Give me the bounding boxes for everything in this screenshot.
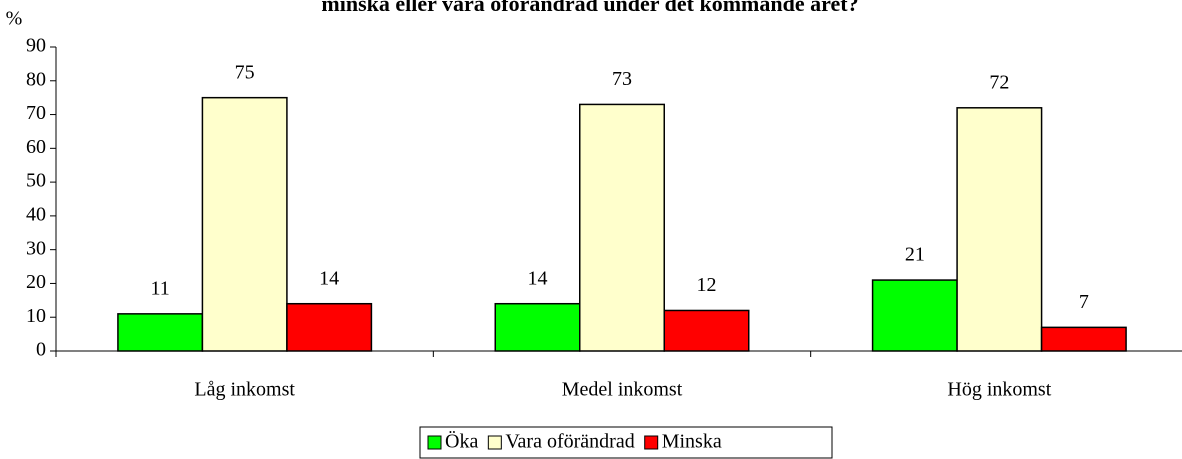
bar (201, 96, 288, 352)
data-label: 73 (612, 68, 632, 90)
data-label: 21 (905, 244, 925, 266)
legend-label: Minska (662, 431, 722, 453)
bar (117, 313, 204, 352)
x-tick-label: Medel inkomst (562, 379, 683, 401)
legend-swatch (487, 435, 502, 450)
bar (579, 103, 665, 352)
y-tick-label: 10 (26, 305, 46, 327)
legend-label: Öka (445, 430, 478, 453)
bar (1040, 326, 1127, 352)
y-axis-label: % (6, 8, 23, 30)
y-tick-label: 20 (26, 271, 46, 293)
bar (286, 302, 373, 352)
data-label: 14 (528, 267, 548, 289)
x-tick-label: Hög inkomst (947, 379, 1051, 401)
bar (871, 279, 958, 352)
y-tick-label: 0 (36, 339, 46, 361)
x-tick-label: Låg inkomst (194, 379, 295, 401)
data-label: 11 (151, 277, 170, 299)
y-tick-label: 40 (26, 203, 46, 225)
data-label: 14 (319, 267, 339, 289)
bar (663, 309, 750, 352)
data-label: 72 (989, 71, 1009, 93)
y-tick-label: 70 (26, 102, 46, 124)
y-tick-label: 60 (26, 136, 46, 158)
y-tick-label: 30 (26, 237, 46, 259)
data-label: 7 (1079, 291, 1089, 313)
data-label: 75 (235, 61, 255, 83)
legend-label: Vara oförändrad (505, 431, 634, 453)
legend-swatch (427, 435, 442, 450)
y-tick-label: 50 (26, 170, 46, 192)
bar (956, 107, 1043, 352)
legend-swatch (644, 435, 659, 450)
bar (494, 302, 581, 352)
y-tick-label: 90 (26, 35, 46, 57)
chart-title: minska eller vara oförändrad under det k… (321, 0, 858, 16)
data-label: 12 (697, 274, 717, 296)
y-tick-label: 80 (26, 68, 46, 90)
